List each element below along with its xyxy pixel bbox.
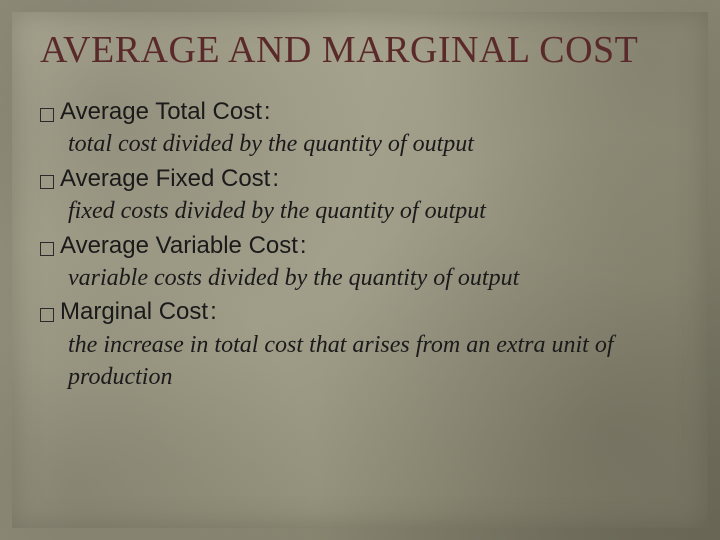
definition-text: fixed costs divided by the quantity of o… <box>68 195 680 227</box>
term-row: Average Fixed Cost : <box>40 163 680 195</box>
term-colon: : <box>300 230 307 262</box>
term-text: Average Variable Cost <box>60 230 298 262</box>
definition-text: total cost divided by the quantity of ou… <box>68 128 680 160</box>
slide-content: Average Total Cost : total cost divided … <box>40 96 680 394</box>
term-text: Average Total Cost <box>60 96 262 128</box>
bullet-icon <box>40 308 54 322</box>
list-item: Marginal Cost : the increase in total co… <box>40 296 680 393</box>
bullet-icon <box>40 175 54 189</box>
term-row: Average Variable Cost : <box>40 230 680 262</box>
term-row: Average Total Cost : <box>40 96 680 128</box>
term-text: Average Fixed Cost <box>60 163 270 195</box>
term-colon: : <box>210 296 217 328</box>
term-row: Marginal Cost : <box>40 296 680 328</box>
bullet-icon <box>40 242 54 256</box>
definition-text: the increase in total cost that arises f… <box>68 329 680 394</box>
slide-title: AVERAGE AND MARGINAL COST <box>40 28 680 72</box>
bullet-icon <box>40 108 54 122</box>
definition-text: variable costs divided by the quantity o… <box>68 262 680 294</box>
term-colon: : <box>264 96 271 128</box>
list-item: Average Variable Cost : variable costs d… <box>40 230 680 295</box>
term-text: Marginal Cost <box>60 296 208 328</box>
list-item: Average Fixed Cost : fixed costs divided… <box>40 163 680 228</box>
list-item: Average Total Cost : total cost divided … <box>40 96 680 161</box>
term-colon: : <box>272 163 279 195</box>
slide: AVERAGE AND MARGINAL COST Average Total … <box>0 0 720 540</box>
